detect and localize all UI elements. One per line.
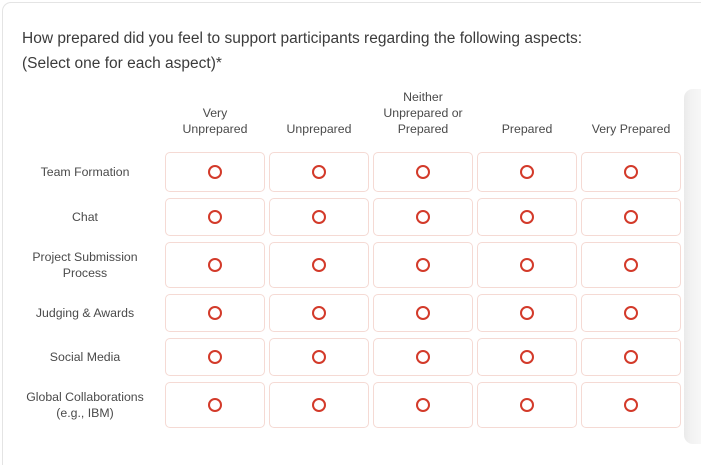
radio-icon[interactable] — [520, 306, 534, 320]
matrix-cell-global-collaborations-unprepared[interactable] — [269, 382, 369, 428]
matrix-cell-social-media-prepared[interactable] — [477, 338, 577, 376]
radio-icon[interactable] — [208, 165, 222, 179]
matrix-corner-spacer — [9, 90, 161, 146]
matrix-cell-chat-neither[interactable] — [373, 198, 473, 236]
matrix-cell-global-collaborations-very-unprepared[interactable] — [165, 382, 265, 428]
matrix-cell-chat-very-unprepared[interactable] — [165, 198, 265, 236]
radio-icon[interactable] — [624, 165, 638, 179]
matrix-cell-social-media-neither[interactable] — [373, 338, 473, 376]
radio-icon[interactable] — [312, 306, 326, 320]
radio-icon[interactable] — [416, 306, 430, 320]
radio-icon[interactable] — [208, 210, 222, 224]
column-header-neither: Neither Unprepared or Prepared — [383, 90, 463, 136]
matrix-cell-judging-awards-neither[interactable] — [373, 294, 473, 332]
matrix-cell-team-formation-neither[interactable] — [373, 152, 473, 192]
radio-icon[interactable] — [416, 350, 430, 364]
radio-icon[interactable] — [312, 350, 326, 364]
row-label-global-collaborations: Global Collaborations (e.g., IBM) — [26, 390, 144, 420]
radio-icon[interactable] — [208, 258, 222, 272]
row-label-chat: Chat — [72, 210, 98, 224]
radio-icon[interactable] — [624, 306, 638, 320]
matrix-cell-social-media-unprepared[interactable] — [269, 338, 369, 376]
matrix-cell-global-collaborations-very-prepared[interactable] — [581, 382, 681, 428]
matrix-cell-team-formation-unprepared[interactable] — [269, 152, 369, 192]
radio-icon[interactable] — [208, 306, 222, 320]
radio-icon[interactable] — [416, 258, 430, 272]
radio-icon[interactable] — [208, 398, 222, 412]
row-label-team-formation: Team Formation — [40, 165, 130, 179]
matrix-cell-judging-awards-prepared[interactable] — [477, 294, 577, 332]
question-title: How prepared did you feel to support par… — [22, 30, 583, 72]
matrix-cell-project-submission-neither[interactable] — [373, 242, 473, 288]
radio-icon[interactable] — [312, 165, 326, 179]
matrix-cell-team-formation-very-prepared[interactable] — [581, 152, 681, 192]
radio-icon[interactable] — [208, 350, 222, 364]
radio-icon[interactable] — [624, 258, 638, 272]
matrix-cell-judging-awards-very-prepared[interactable] — [581, 294, 681, 332]
radio-icon[interactable] — [520, 165, 534, 179]
radio-icon[interactable] — [624, 398, 638, 412]
column-header-very-unprepared: Very Unprepared — [182, 106, 248, 136]
matrix-cell-social-media-very-unprepared[interactable] — [165, 338, 265, 376]
matrix-cell-project-submission-unprepared[interactable] — [269, 242, 369, 288]
row-label-judging-awards: Judging & Awards — [35, 306, 135, 320]
radio-icon[interactable] — [416, 165, 430, 179]
matrix-scroll-more-indicator — [684, 89, 701, 444]
radio-icon[interactable] — [416, 210, 430, 224]
matrix-cell-judging-awards-unprepared[interactable] — [269, 294, 369, 332]
matrix-cell-judging-awards-very-unprepared[interactable] — [165, 294, 265, 332]
matrix-cell-chat-very-prepared[interactable] — [581, 198, 681, 236]
column-header-prepared: Prepared — [501, 122, 553, 136]
radio-icon[interactable] — [520, 398, 534, 412]
matrix-cell-project-submission-prepared[interactable] — [477, 242, 577, 288]
row-label-project-submission-process: Project Submission Process — [32, 250, 138, 280]
radio-icon[interactable] — [312, 210, 326, 224]
radio-icon[interactable] — [416, 398, 430, 412]
matrix-cell-chat-unprepared[interactable] — [269, 198, 369, 236]
radio-icon[interactable] — [624, 350, 638, 364]
matrix-cell-team-formation-very-unprepared[interactable] — [165, 152, 265, 192]
column-header-unprepared: Unprepared — [286, 122, 352, 136]
matrix-cell-project-submission-very-unprepared[interactable] — [165, 242, 265, 288]
row-label-social-media: Social Media — [49, 350, 121, 364]
matrix-table: Very Unprepared Unprepared Neither Unpre… — [9, 90, 701, 428]
radio-icon[interactable] — [520, 258, 534, 272]
column-header-very-prepared: Very Prepared — [591, 122, 671, 136]
matrix-cell-team-formation-prepared[interactable] — [477, 152, 577, 192]
matrix-cell-chat-prepared[interactable] — [477, 198, 577, 236]
radio-icon[interactable] — [312, 398, 326, 412]
matrix-cell-global-collaborations-neither[interactable] — [373, 382, 473, 428]
matrix-cell-project-submission-very-prepared[interactable] — [581, 242, 681, 288]
radio-icon[interactable] — [520, 210, 534, 224]
matrix-cell-global-collaborations-prepared[interactable] — [477, 382, 577, 428]
radio-icon[interactable] — [624, 210, 638, 224]
matrix-cell-social-media-very-prepared[interactable] — [581, 338, 681, 376]
radio-icon[interactable] — [520, 350, 534, 364]
radio-icon[interactable] — [312, 258, 326, 272]
